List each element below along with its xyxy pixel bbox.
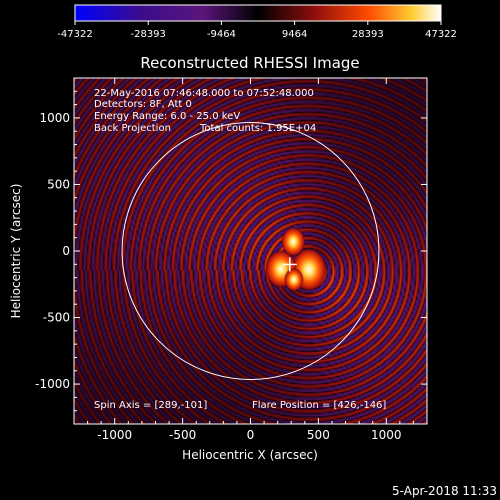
y-tick-label: 1000 bbox=[39, 111, 70, 125]
colorbar-ticks: -47322 -28393 -9464 9464 28393 47322 bbox=[57, 21, 457, 40]
x-tick-label: 0 bbox=[247, 428, 255, 442]
annotation-total-counts: Total counts: 1.95E+04 bbox=[199, 123, 316, 134]
flare-source bbox=[284, 267, 304, 292]
footer-timestamp: 5-Apr-2018 11:33 bbox=[392, 484, 497, 498]
info-annotations: 22-May-2016 07:46:48.000 to 07:52:48.000… bbox=[94, 88, 386, 411]
y-tick-label: -1000 bbox=[35, 377, 70, 391]
colorbar-tick-label: -9464 bbox=[207, 29, 236, 40]
colorbar-tick-label: 47322 bbox=[425, 29, 457, 40]
colorbar-tick-label: -28393 bbox=[130, 29, 165, 40]
colorbar-tick-label: -47322 bbox=[57, 29, 92, 40]
source-layer bbox=[265, 226, 328, 292]
y-tick-label: -500 bbox=[43, 311, 70, 325]
x-tick-label: 1000 bbox=[371, 428, 402, 442]
colorbar-tick-label: 28393 bbox=[352, 29, 384, 40]
y-tick-label: 0 bbox=[62, 244, 70, 258]
spin-axis-cross bbox=[282, 257, 297, 272]
y-tick-label: 500 bbox=[47, 177, 70, 191]
x-tick-label: -1000 bbox=[97, 428, 132, 442]
solar-limb-circle bbox=[121, 122, 380, 380]
backprojection-map bbox=[74, 78, 427, 424]
y-axis-ticks: -1000 -500 0 500 1000 bbox=[35, 90, 427, 412]
colorbar-gradient bbox=[74, 4, 442, 22]
annotation-detectors: Detectors: 8F, Att 0 bbox=[94, 99, 192, 110]
chart-title: Reconstructed RHESSI Image bbox=[140, 54, 359, 72]
flare-source bbox=[281, 226, 306, 257]
x-axis-label: Heliocentric X (arcsec) bbox=[182, 448, 318, 462]
colorbar: -47322 -28393 -9464 9464 28393 47322 bbox=[57, 4, 457, 40]
annotation-energy-range: Energy Range: 6.0 - 25.0 keV bbox=[94, 111, 240, 122]
colorbar-tick-label: 9464 bbox=[282, 29, 307, 40]
heatmap-image bbox=[74, 78, 427, 424]
annotation-time-range: 22-May-2016 07:46:48.000 to 07:52:48.000 bbox=[94, 88, 314, 99]
x-tick-label: 500 bbox=[307, 428, 330, 442]
y-axis-label: Heliocentric Y (arcsec) bbox=[9, 184, 23, 319]
annotation-method: Back Projection bbox=[94, 123, 171, 134]
flare-position-label: Flare Position = [426,-146] bbox=[252, 400, 386, 411]
spin-axis-label: Spin Axis = [289,-101] bbox=[94, 400, 207, 411]
x-tick-label: -500 bbox=[169, 428, 196, 442]
x-axis-ticks: -1000 -500 0 500 1000 bbox=[87, 78, 414, 442]
